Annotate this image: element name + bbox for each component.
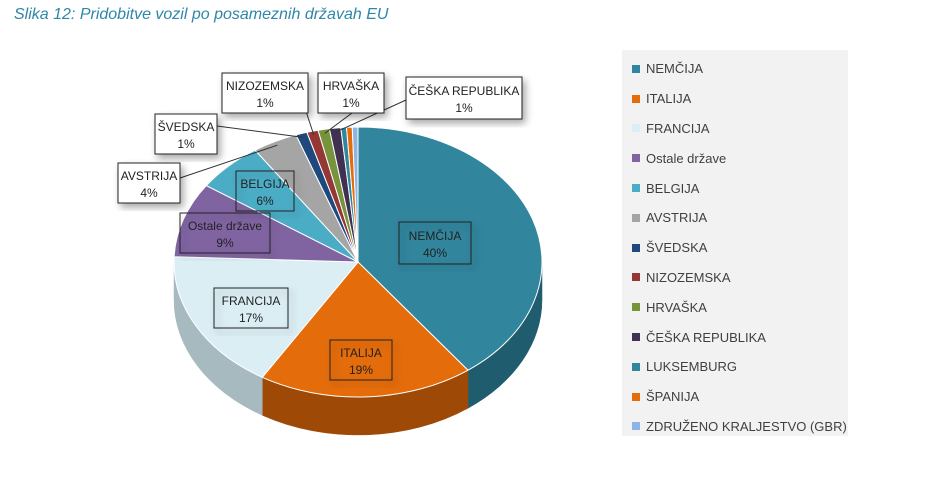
- legend-item-6: ŠVEDSKA: [632, 233, 848, 263]
- data-label-value-2: 17%: [239, 311, 263, 325]
- legend-label-11: ŠPANIJA: [646, 389, 700, 405]
- legend-item-3: Ostale države: [632, 143, 848, 173]
- pie-slice-12: [351, 126, 359, 263]
- legend-label-3: Ostale države: [646, 150, 727, 166]
- data-label-value-3: 9%: [216, 236, 234, 250]
- data-label-value-8: 1%: [342, 96, 360, 110]
- data-label-box-0: [398, 221, 472, 265]
- data-label-box-3: [179, 212, 271, 254]
- data-label-box-5: [117, 162, 181, 204]
- data-label-5: AVSTRIJA 4%: [117, 162, 181, 204]
- pie-slice-0: [357, 126, 543, 371]
- pie-slice-1: [261, 261, 469, 398]
- legend-item-4: BELGIJA: [632, 173, 848, 203]
- legend-swatch-2: [632, 124, 640, 133]
- data-label-value-7: 1%: [256, 96, 274, 110]
- data-label-8: HRVAŠKA 1%: [317, 72, 385, 114]
- data-label-box-6: [154, 113, 218, 155]
- data-label-4: BELGIJA 6%: [235, 170, 295, 212]
- legend-item-1: ITALIJA: [632, 84, 848, 114]
- leader-line-6: [216, 125, 304, 138]
- data-label-box-4: [235, 170, 295, 212]
- pie-chart: NEMČIJA 40% ITALIJA 19% FRANCIJA 17% Ostale dr…: [117, 72, 543, 436]
- data-label-7: NIZOZEMSKA 1%: [221, 72, 309, 114]
- legend-swatch-7: [632, 273, 640, 282]
- leader-line-8: [324, 112, 353, 134]
- legend-label-1: ITALIJA: [646, 91, 692, 107]
- data-label-1: ITALIJA 19%: [329, 339, 393, 381]
- legend-label-6: ŠVEDSKA: [646, 240, 708, 256]
- legend-item-9: ČEŠKA REPUBLIKA: [632, 322, 848, 352]
- data-label-box-2: [213, 287, 289, 329]
- data-label-value-0: 40%: [423, 246, 447, 260]
- data-label-box-7: [221, 72, 309, 114]
- data-label-name-7: NIZOZEMSKA: [226, 79, 304, 93]
- legend-item-0: NEMČIJA: [632, 54, 848, 84]
- legend-label-7: NIZOZEMSKA: [646, 269, 731, 285]
- legend-label-0: NEMČIJA: [646, 61, 704, 77]
- legend-swatch-4: [632, 184, 640, 193]
- chart-legend: NEMČIJA ITALIJA FRANCIJA Ostale države BELGI…: [622, 50, 848, 436]
- data-label-value-9: 1%: [455, 101, 473, 115]
- data-label-box-8: [317, 72, 385, 114]
- data-label-name-8: HRVAŠKA: [323, 78, 379, 93]
- data-label-name-1: ITALIJA: [340, 346, 382, 360]
- legend-item-10: LUKSEMBURG: [632, 352, 848, 382]
- legend-label-9: ČEŠKA REPUBLIKA: [646, 329, 766, 345]
- legend-swatch-10: [632, 362, 640, 371]
- legend-swatch-6: [632, 243, 640, 252]
- data-label-value-4: 6%: [256, 194, 274, 208]
- legend-label-8: HRVAŠKA: [646, 299, 707, 315]
- data-label-2: FRANCIJA 17%: [213, 287, 289, 329]
- legend-swatch-11: [632, 392, 640, 401]
- legend-label-10: LUKSEMBURG: [646, 359, 738, 375]
- data-label-name-0: NEMČIJA: [409, 228, 462, 243]
- legend-label-5: AVSTRIJA: [646, 210, 708, 226]
- legend-swatch-0: [632, 64, 640, 73]
- legend-label-4: BELGIJA: [646, 180, 700, 196]
- legend-swatch-5: [632, 213, 640, 222]
- legend-swatch-9: [632, 333, 640, 342]
- legend-label-2: FRANCIJA: [646, 120, 710, 136]
- data-label-value-5: 4%: [140, 186, 158, 200]
- data-label-value-1: 19%: [349, 363, 373, 377]
- data-label-value-6: 1%: [177, 137, 195, 151]
- data-label-name-3: Ostale države: [188, 219, 262, 233]
- data-label-box-1: [329, 339, 393, 381]
- data-label-name-5: AVSTRIJA: [121, 169, 177, 183]
- legend-swatch-8: [632, 303, 640, 312]
- data-label-9: ČEŠKA REPUBLIKA 1%: [405, 76, 523, 120]
- legend-item-5: AVSTRIJA: [632, 203, 848, 233]
- legend-item-11: ŠPANIJA: [632, 382, 848, 412]
- data-label-name-2: FRANCIJA: [222, 294, 281, 308]
- data-label-box-9: [405, 76, 523, 120]
- legend-item-8: HRVAŠKA: [632, 292, 848, 322]
- data-label-name-9: ČEŠKA REPUBLIKA: [409, 83, 520, 98]
- legend-label-12: ZDRUŽENO KRALJESTVO (GBR): [646, 418, 847, 434]
- leader-line-9: [335, 99, 407, 133]
- pie-slice-2: [173, 256, 360, 378]
- figure-caption: Slika 12: Pridobitve vozil po posameznih…: [14, 6, 389, 23]
- legend-item-2: FRANCIJA: [632, 114, 848, 144]
- pie-slice-3: [173, 184, 359, 263]
- legend-swatch-1: [632, 94, 640, 103]
- legend-swatch-12: [632, 422, 640, 431]
- data-label-6: ŠVEDSKA 1%: [154, 113, 218, 155]
- data-label-3: Ostale države 9%: [179, 212, 271, 254]
- data-label-0: NEMČIJA 40%: [398, 221, 472, 265]
- leader-line-5: [179, 144, 278, 179]
- data-label-name-4: BELGIJA: [240, 177, 289, 191]
- legend-swatch-3: [632, 154, 640, 163]
- legend-item-12: ZDRUŽENO KRALJESTVO (GBR): [632, 412, 848, 442]
- data-label-name-6: ŠVEDSKA: [158, 119, 215, 134]
- legend-item-7: NIZOZEMSKA: [632, 263, 848, 293]
